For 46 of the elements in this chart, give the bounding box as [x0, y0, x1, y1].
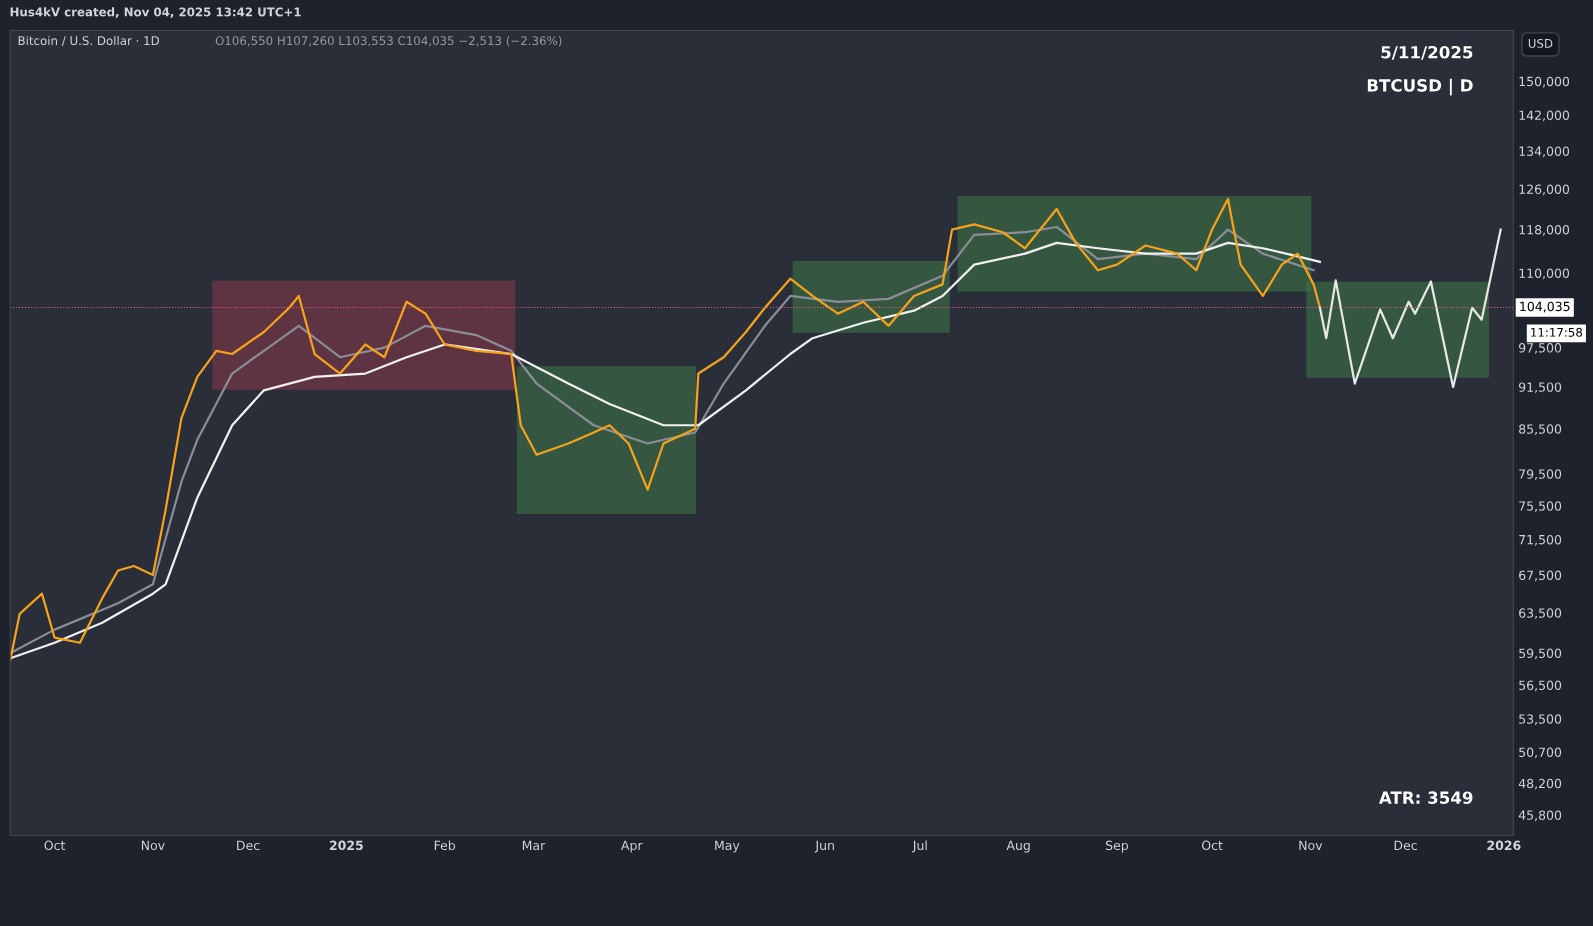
y-tick-label: 142,000 [1519, 110, 1570, 122]
text: Hus4kV created, Nov 04, 2025 13:42 UTC+1 [10, 7, 301, 18]
y-tick-label: 91,500 [1519, 382, 1562, 394]
y-tick-label: 56,500 [1519, 680, 1562, 692]
annotation: 5/11/2025 [1381, 45, 1473, 60]
line-series [1318, 228, 1502, 389]
x-tick-label: Oct [44, 840, 66, 851]
x-tick-label: May [715, 840, 740, 853]
x-tick-label: Sep [1105, 840, 1129, 853]
y-tick-label: 67,500 [1519, 570, 1562, 582]
x-tick-label: 2025 [329, 840, 363, 851]
y-tick-label: 79,500 [1519, 469, 1562, 481]
y-tick-label: 110,000 [1519, 268, 1570, 280]
y-tick-label: 50,700 [1519, 747, 1562, 759]
y-tick-label: 85,500 [1519, 424, 1562, 436]
chart-title: Bitcoin / U.S. Dollar · 1D [18, 35, 160, 47]
y-tick-label: 97,500 [1519, 343, 1562, 354]
x-tick-label: Mar [522, 840, 546, 851]
annotation: ATR: 3549 [1378, 791, 1473, 804]
x-tick-label: Nov [1299, 840, 1323, 851]
x-tick-label: Oct [1201, 840, 1223, 851]
y-tick-label: 126,000 [1519, 184, 1570, 196]
y-tick-label: 134,000 [1519, 146, 1570, 158]
x-tick-label: Apr [621, 840, 643, 853]
x-tick-label: Jul [912, 840, 927, 853]
ref-line-label: 104,035 [1520, 301, 1570, 313]
y-tick-label: 53,500 [1519, 714, 1562, 726]
y-tick-label: 150,000 [1519, 76, 1570, 88]
y-tick-label: 118,000 [1519, 225, 1570, 236]
x-tick-label: Jun [814, 840, 834, 853]
x-tick-label: Dec [237, 840, 260, 851]
x-tick-label: 2026 [1487, 840, 1521, 851]
y-tick-label: 71,500 [1519, 534, 1562, 546]
y-tick-label: 59,500 [1519, 648, 1562, 660]
chart-subtitle: O106,550 H107,260 L103,553 C104,035 −2,513 (−2.36%) [215, 35, 562, 47]
x-tick-label: Aug [1006, 840, 1030, 853]
y-tick-label: 75,500 [1519, 501, 1562, 512]
x-tick-label: Dec [1394, 840, 1417, 851]
y-tick-label: 45,800 [1518, 810, 1562, 822]
y-tick-label: 63,500 [1519, 608, 1562, 620]
text: USD [1528, 38, 1553, 48]
y-tick-label: 48,200 [1518, 778, 1562, 790]
x-tick-label: Feb [434, 840, 456, 851]
x-tick-label: Nov [141, 840, 165, 851]
annotation: BTCUSD | D [1367, 78, 1473, 96]
text: 11:17:58 [1531, 327, 1583, 337]
